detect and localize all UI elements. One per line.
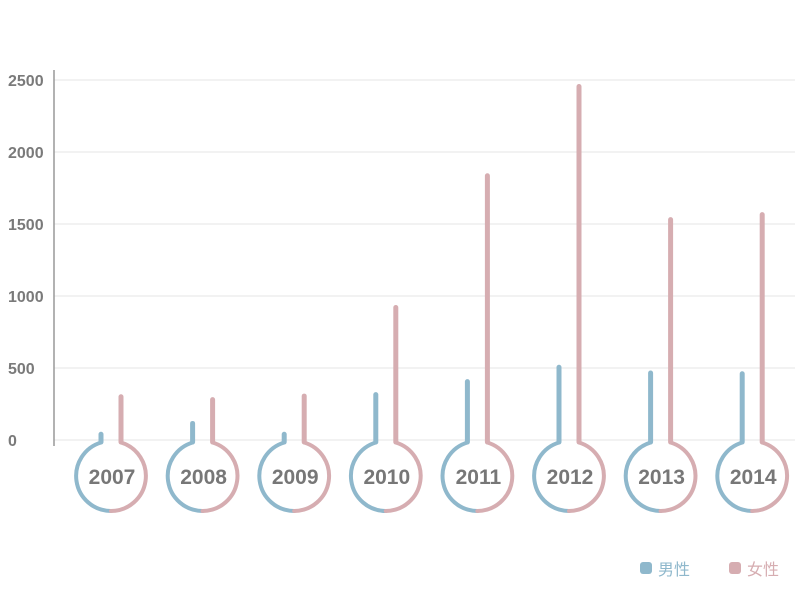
circle-arc-female <box>200 440 240 513</box>
legend-swatch-female <box>729 562 741 574</box>
circle-arc-female <box>567 440 606 513</box>
category-label: 2007 <box>89 466 136 489</box>
circle-arc-male <box>257 440 297 513</box>
category-label: 2008 <box>180 466 227 489</box>
circle-arc-female <box>750 440 790 513</box>
chart-marks: 2007 2008 2009 2010 2011 2012 2013 2014 <box>74 83 790 513</box>
circle-arc-male <box>532 440 571 513</box>
legend-item-male: 男性 <box>640 556 690 580</box>
legend-item-female: 女性 <box>729 556 779 580</box>
category-label: 2009 <box>272 466 319 489</box>
y-tick-label: 2000 <box>8 145 44 162</box>
y-tick-label: 500 <box>8 361 35 378</box>
y-tick-label: 0 <box>8 433 17 450</box>
y-tick-label: 1000 <box>8 289 44 306</box>
category-label: 2011 <box>456 466 502 489</box>
circle-arc-female <box>658 440 698 513</box>
circle-arc-male <box>165 440 205 513</box>
y-tick-label: 1500 <box>8 217 44 234</box>
y-tick-label: 2500 <box>8 73 44 90</box>
circle-arc-female <box>109 440 148 513</box>
circle-arc-male <box>623 440 663 513</box>
circle-arc-female <box>383 440 423 513</box>
grid-lines <box>54 79 795 441</box>
category-label: 2013 <box>638 466 685 489</box>
circle-arc-female <box>292 440 332 513</box>
category-label: 2010 <box>363 466 410 489</box>
legend-label-male: 男性 <box>658 560 691 579</box>
y-axis: 0 500 1000 1500 2000 2500 <box>8 70 55 450</box>
legend-swatch-male <box>640 562 652 574</box>
circle-arc-male <box>74 440 113 513</box>
circle-arc-male <box>715 440 755 513</box>
legend-label-female: 女性 <box>747 560 780 579</box>
circle-arc-female <box>475 440 515 513</box>
category-label: 2014 <box>730 466 777 489</box>
circle-arc-male <box>348 440 388 513</box>
category-label: 2012 <box>547 466 594 489</box>
circle-arc-male <box>440 440 480 513</box>
